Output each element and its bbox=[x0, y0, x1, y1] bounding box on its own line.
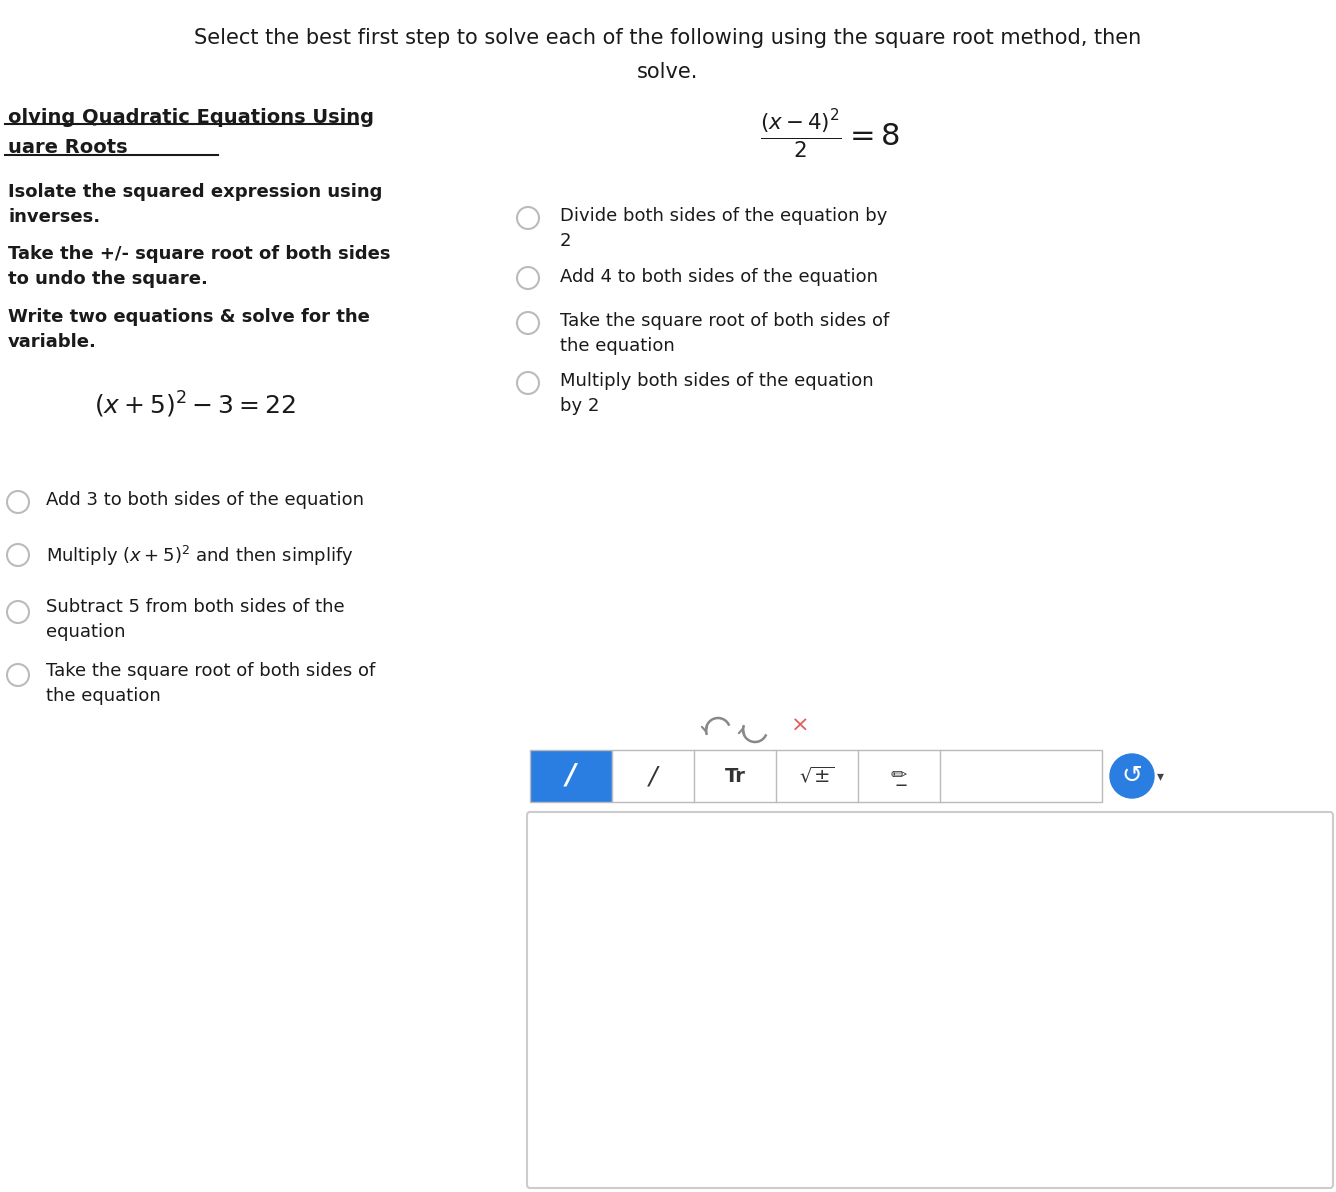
Text: variable.: variable. bbox=[8, 333, 98, 350]
FancyBboxPatch shape bbox=[612, 750, 1102, 802]
Text: the equation: the equation bbox=[560, 337, 675, 355]
Text: Add 3 to both sides of the equation: Add 3 to both sides of the equation bbox=[45, 491, 363, 509]
Text: Multiply both sides of the equation: Multiply both sides of the equation bbox=[560, 372, 874, 390]
Text: $\sqrt{\pm}$: $\sqrt{\pm}$ bbox=[799, 765, 835, 787]
Text: Take the square root of both sides of: Take the square root of both sides of bbox=[560, 312, 890, 330]
Text: /: / bbox=[649, 764, 657, 788]
Text: Write two equations & solve for the: Write two equations & solve for the bbox=[8, 308, 370, 325]
Text: Multiply $(x+5)^2$ and then simplify: Multiply $(x+5)^2$ and then simplify bbox=[45, 544, 354, 569]
Text: ×: × bbox=[791, 716, 810, 735]
FancyBboxPatch shape bbox=[526, 812, 1333, 1188]
Text: ✏̲: ✏̲ bbox=[891, 766, 907, 786]
Text: Take the +/- square root of both sides: Take the +/- square root of both sides bbox=[8, 246, 390, 263]
Text: solve.: solve. bbox=[637, 62, 699, 82]
Text: $\frac{(x-4)^2}{2} = 8$: $\frac{(x-4)^2}{2} = 8$ bbox=[760, 108, 900, 161]
FancyBboxPatch shape bbox=[530, 750, 612, 802]
Text: Add 4 to both sides of the equation: Add 4 to both sides of the equation bbox=[560, 268, 878, 286]
Text: by 2: by 2 bbox=[560, 397, 600, 415]
Circle shape bbox=[1110, 755, 1154, 797]
Text: uare Roots: uare Roots bbox=[8, 138, 128, 157]
Text: to undo the square.: to undo the square. bbox=[8, 271, 208, 288]
Text: ↺: ↺ bbox=[1121, 764, 1142, 788]
Text: /: / bbox=[566, 762, 576, 790]
Text: Isolate the squared expression using: Isolate the squared expression using bbox=[8, 184, 382, 201]
Text: Subtract 5 from both sides of the: Subtract 5 from both sides of the bbox=[45, 598, 345, 616]
Text: Select the best first step to solve each of the following using the square root : Select the best first step to solve each… bbox=[194, 27, 1142, 48]
Text: 2: 2 bbox=[560, 232, 572, 250]
Text: equation: equation bbox=[45, 623, 126, 641]
Text: inverses.: inverses. bbox=[8, 207, 100, 226]
Text: the equation: the equation bbox=[45, 687, 160, 704]
Text: Tr: Tr bbox=[724, 766, 745, 786]
Text: $(x+5)^2 - 3 = 22$: $(x+5)^2 - 3 = 22$ bbox=[94, 390, 295, 421]
Text: olving Quadratic Equations Using: olving Quadratic Equations Using bbox=[8, 108, 374, 128]
Text: Divide both sides of the equation by: Divide both sides of the equation by bbox=[560, 207, 887, 225]
Text: Take the square root of both sides of: Take the square root of both sides of bbox=[45, 662, 375, 679]
Text: ▾: ▾ bbox=[1157, 769, 1164, 783]
